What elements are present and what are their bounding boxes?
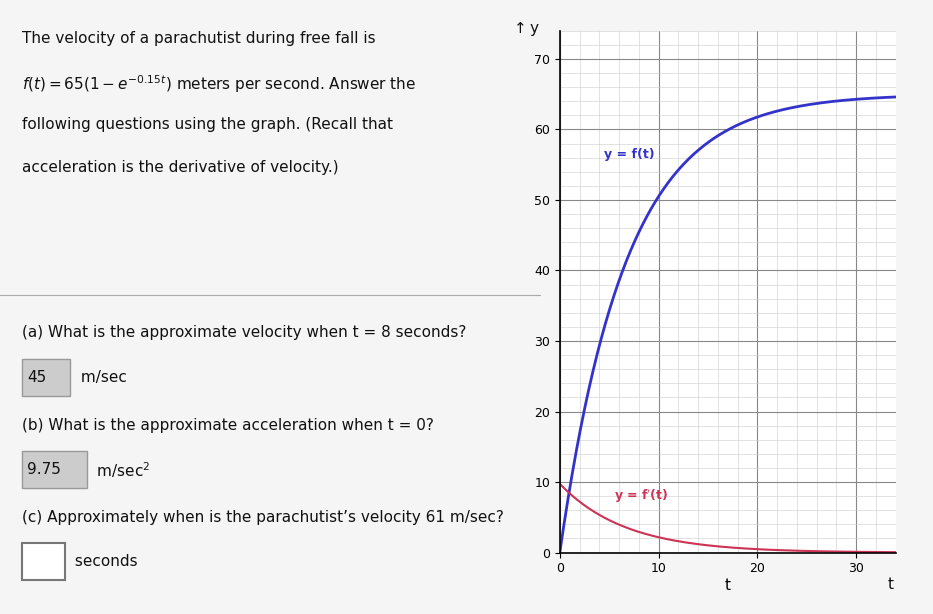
Text: m/sec$^2$: m/sec$^2$ xyxy=(92,460,150,480)
Text: following questions using the graph. (Recall that: following questions using the graph. (Re… xyxy=(21,117,393,131)
Text: The velocity of a parachutist during free fall is: The velocity of a parachutist during fre… xyxy=(21,31,375,45)
Bar xyxy=(21,359,70,396)
Text: y = f(t): y = f(t) xyxy=(605,147,655,161)
Text: (c) Approximately when is the parachutist’s velocity 61 m/sec?: (c) Approximately when is the parachutis… xyxy=(21,510,504,524)
Text: m/sec: m/sec xyxy=(76,370,127,385)
Text: $f(t)=65\left(1-e^{-0.15t}\right)$ meters per second. Answer the: $f(t)=65\left(1-e^{-0.15t}\right)$ meter… xyxy=(21,74,416,95)
X-axis label: t: t xyxy=(725,578,731,593)
Bar xyxy=(21,451,87,488)
Text: acceleration is the derivative of velocity.): acceleration is the derivative of veloci… xyxy=(21,160,339,174)
Text: $\uparrow$y: $\uparrow$y xyxy=(510,20,540,37)
Bar xyxy=(21,543,65,580)
Text: seconds: seconds xyxy=(70,554,138,569)
Text: t: t xyxy=(887,577,894,592)
Text: y = f$'$(t): y = f$'$(t) xyxy=(614,487,668,505)
Text: 45: 45 xyxy=(27,370,47,385)
Text: (b) What is the approximate acceleration when t = 0?: (b) What is the approximate acceleration… xyxy=(21,418,434,432)
Text: (a) What is the approximate velocity when t = 8 seconds?: (a) What is the approximate velocity whe… xyxy=(21,325,466,340)
Text: 9.75: 9.75 xyxy=(27,462,61,477)
